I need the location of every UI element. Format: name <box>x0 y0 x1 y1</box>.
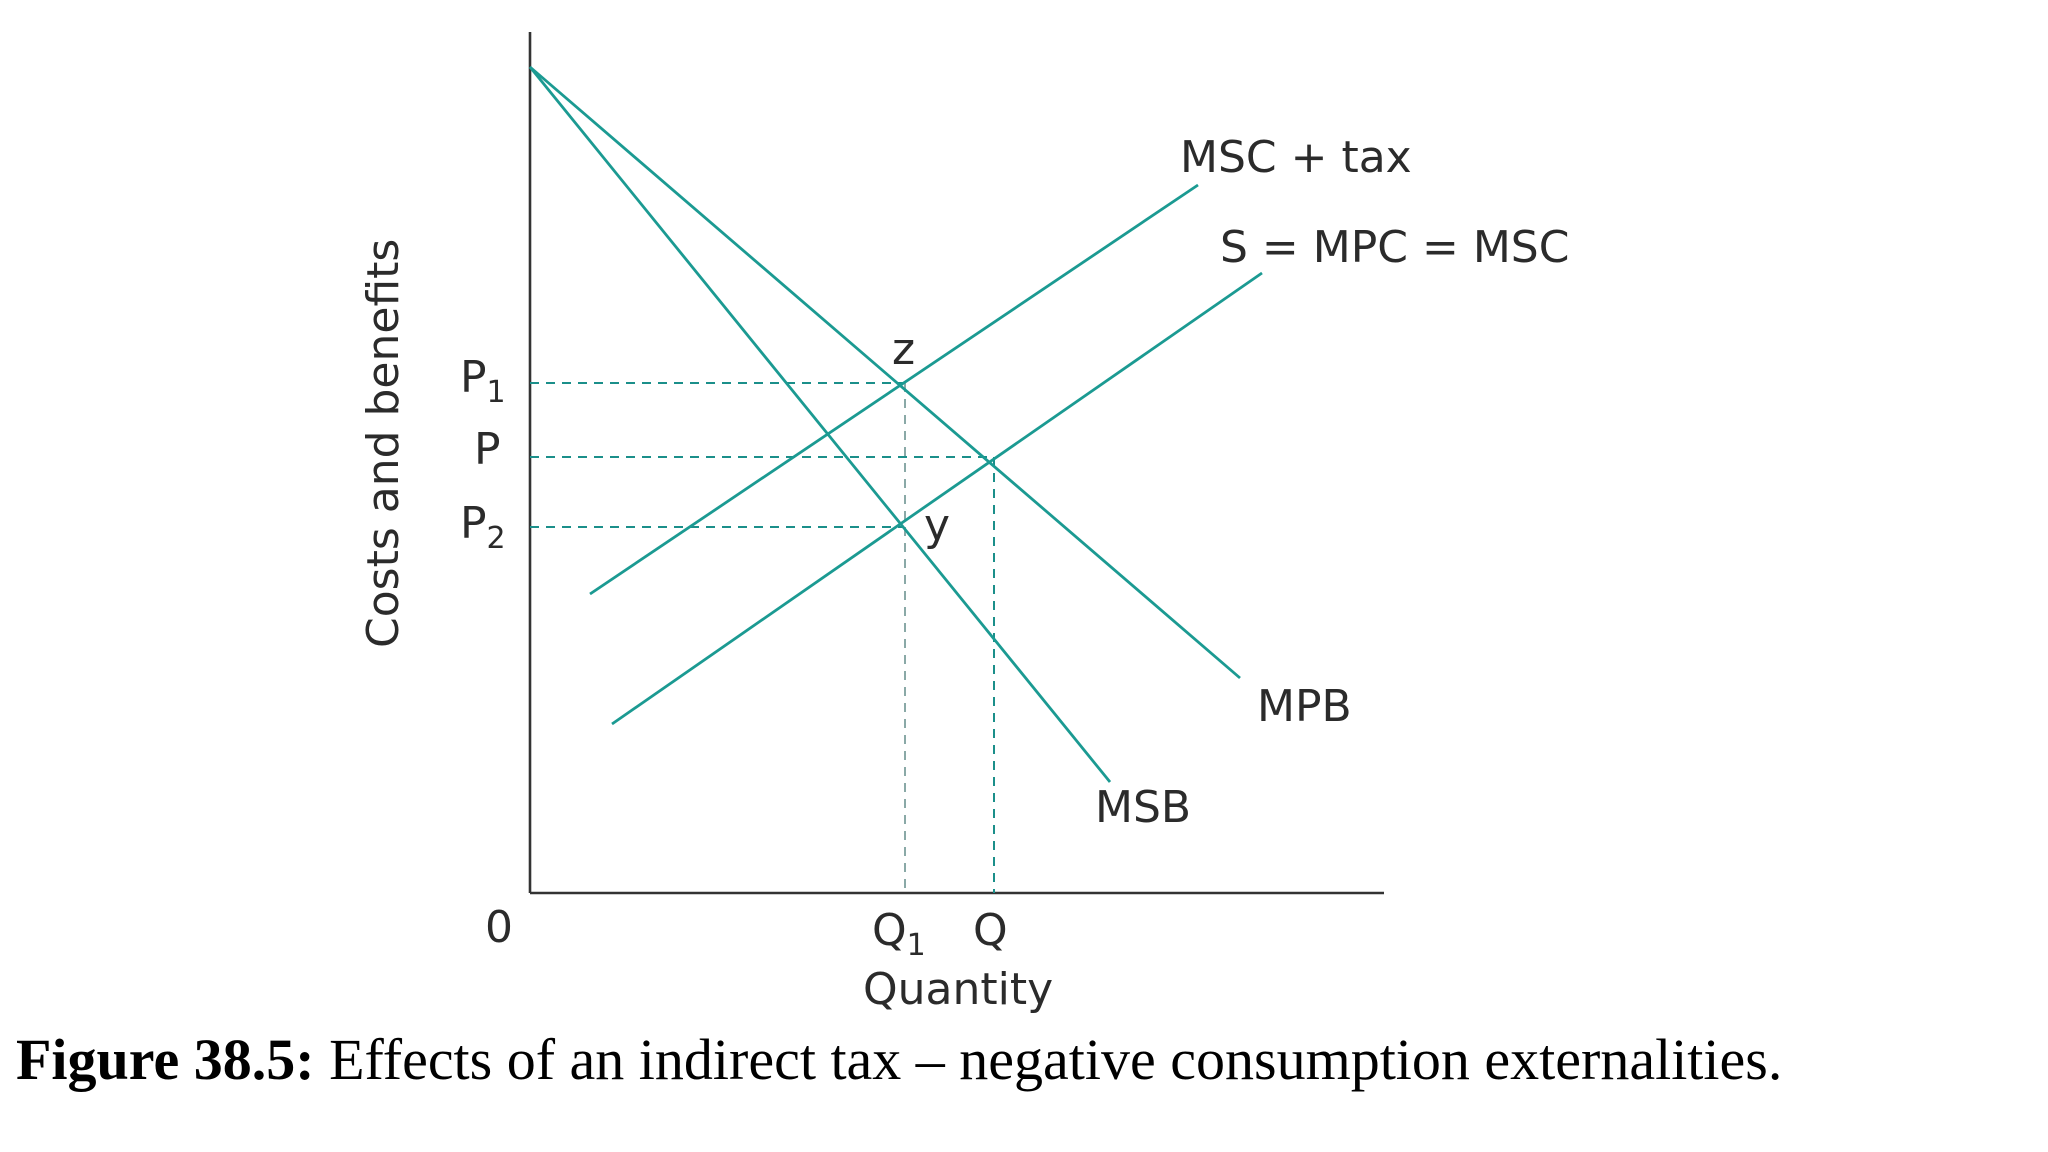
supply-label: S = MPC = MSC <box>1220 222 1569 273</box>
x-axis-title: Quantity <box>863 964 1053 1015</box>
supply-curve <box>611 271 1263 726</box>
msc-tax-curve <box>589 183 1199 596</box>
mpb-label: MPB <box>1257 681 1352 732</box>
y-axis-title: Costs and benefits <box>358 239 409 648</box>
msb-label: MSB <box>1095 782 1191 833</box>
point-y-label: y <box>924 500 950 551</box>
figure-caption-text: Effects of an indirect tax – negative co… <box>314 1027 1783 1092</box>
q-label: Q <box>973 905 1008 956</box>
q1-label: Q1 <box>872 905 926 963</box>
msb-curve <box>528 66 1112 783</box>
figure-caption: Figure 38.5: Effects of an indirect tax … <box>16 1026 1782 1093</box>
p-label: P <box>474 424 501 475</box>
origin-label: 0 <box>485 902 513 953</box>
point-z-label: z <box>892 324 915 375</box>
msc-tax-label: MSC + tax <box>1180 132 1412 183</box>
figure-number: Figure 38.5: <box>16 1027 315 1092</box>
p2-label: P2 <box>460 498 506 556</box>
mpb-curve <box>529 65 1241 680</box>
p1-label: P1 <box>460 352 506 410</box>
